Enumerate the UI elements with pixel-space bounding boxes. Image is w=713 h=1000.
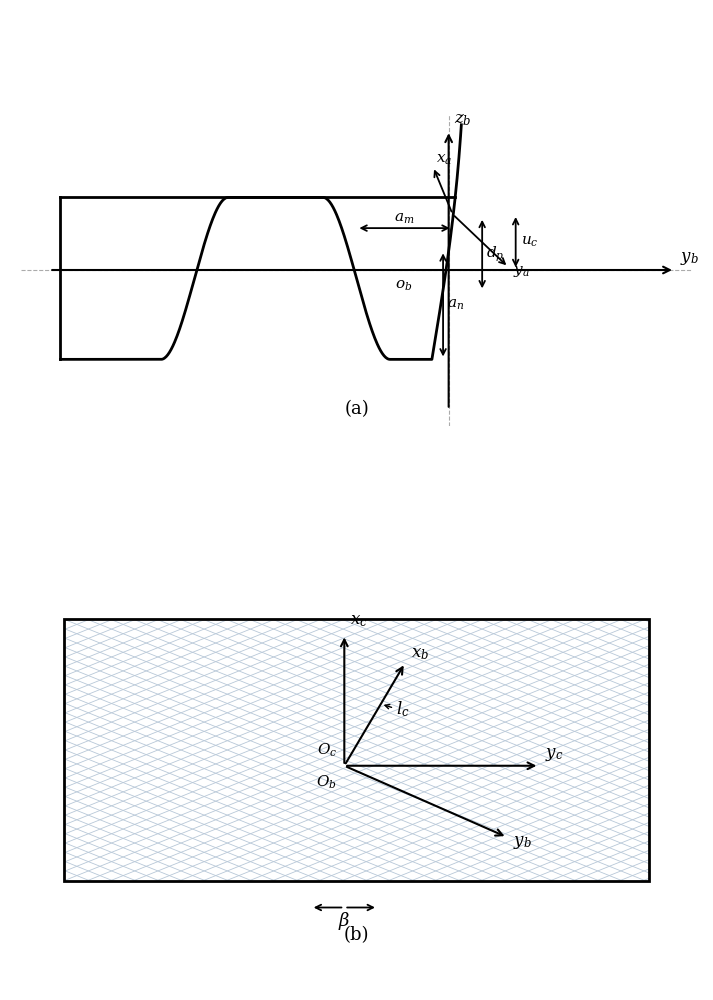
Text: $y_a$: $y_a$ bbox=[513, 264, 530, 279]
Bar bbox=[64, 619, 649, 881]
Text: $y_b$: $y_b$ bbox=[680, 250, 699, 267]
Text: $u_c$: $u_c$ bbox=[521, 235, 539, 249]
Bar bbox=[64, 619, 649, 881]
Text: $d_p$: $d_p$ bbox=[486, 244, 504, 264]
Text: $a_m$: $a_m$ bbox=[394, 211, 415, 226]
Text: $x_a$: $x_a$ bbox=[436, 152, 452, 167]
Text: $z_b$: $z_b$ bbox=[454, 111, 472, 128]
Polygon shape bbox=[61, 119, 461, 359]
Text: $O_c$: $O_c$ bbox=[317, 742, 337, 759]
Text: $o_b$: $o_b$ bbox=[395, 278, 412, 293]
Text: $\beta$: $\beta$ bbox=[338, 910, 350, 932]
Text: $O_b$: $O_b$ bbox=[317, 774, 337, 791]
Text: $a_n$: $a_n$ bbox=[447, 298, 464, 312]
Text: (b): (b) bbox=[344, 926, 369, 944]
Text: $x_c$: $x_c$ bbox=[350, 612, 368, 629]
Text: $y_c$: $y_c$ bbox=[545, 746, 564, 763]
Text: (a): (a) bbox=[344, 400, 369, 418]
Text: $l_c$: $l_c$ bbox=[396, 699, 410, 719]
Text: $x_b$: $x_b$ bbox=[411, 645, 429, 662]
Text: $y_b$: $y_b$ bbox=[513, 834, 532, 851]
